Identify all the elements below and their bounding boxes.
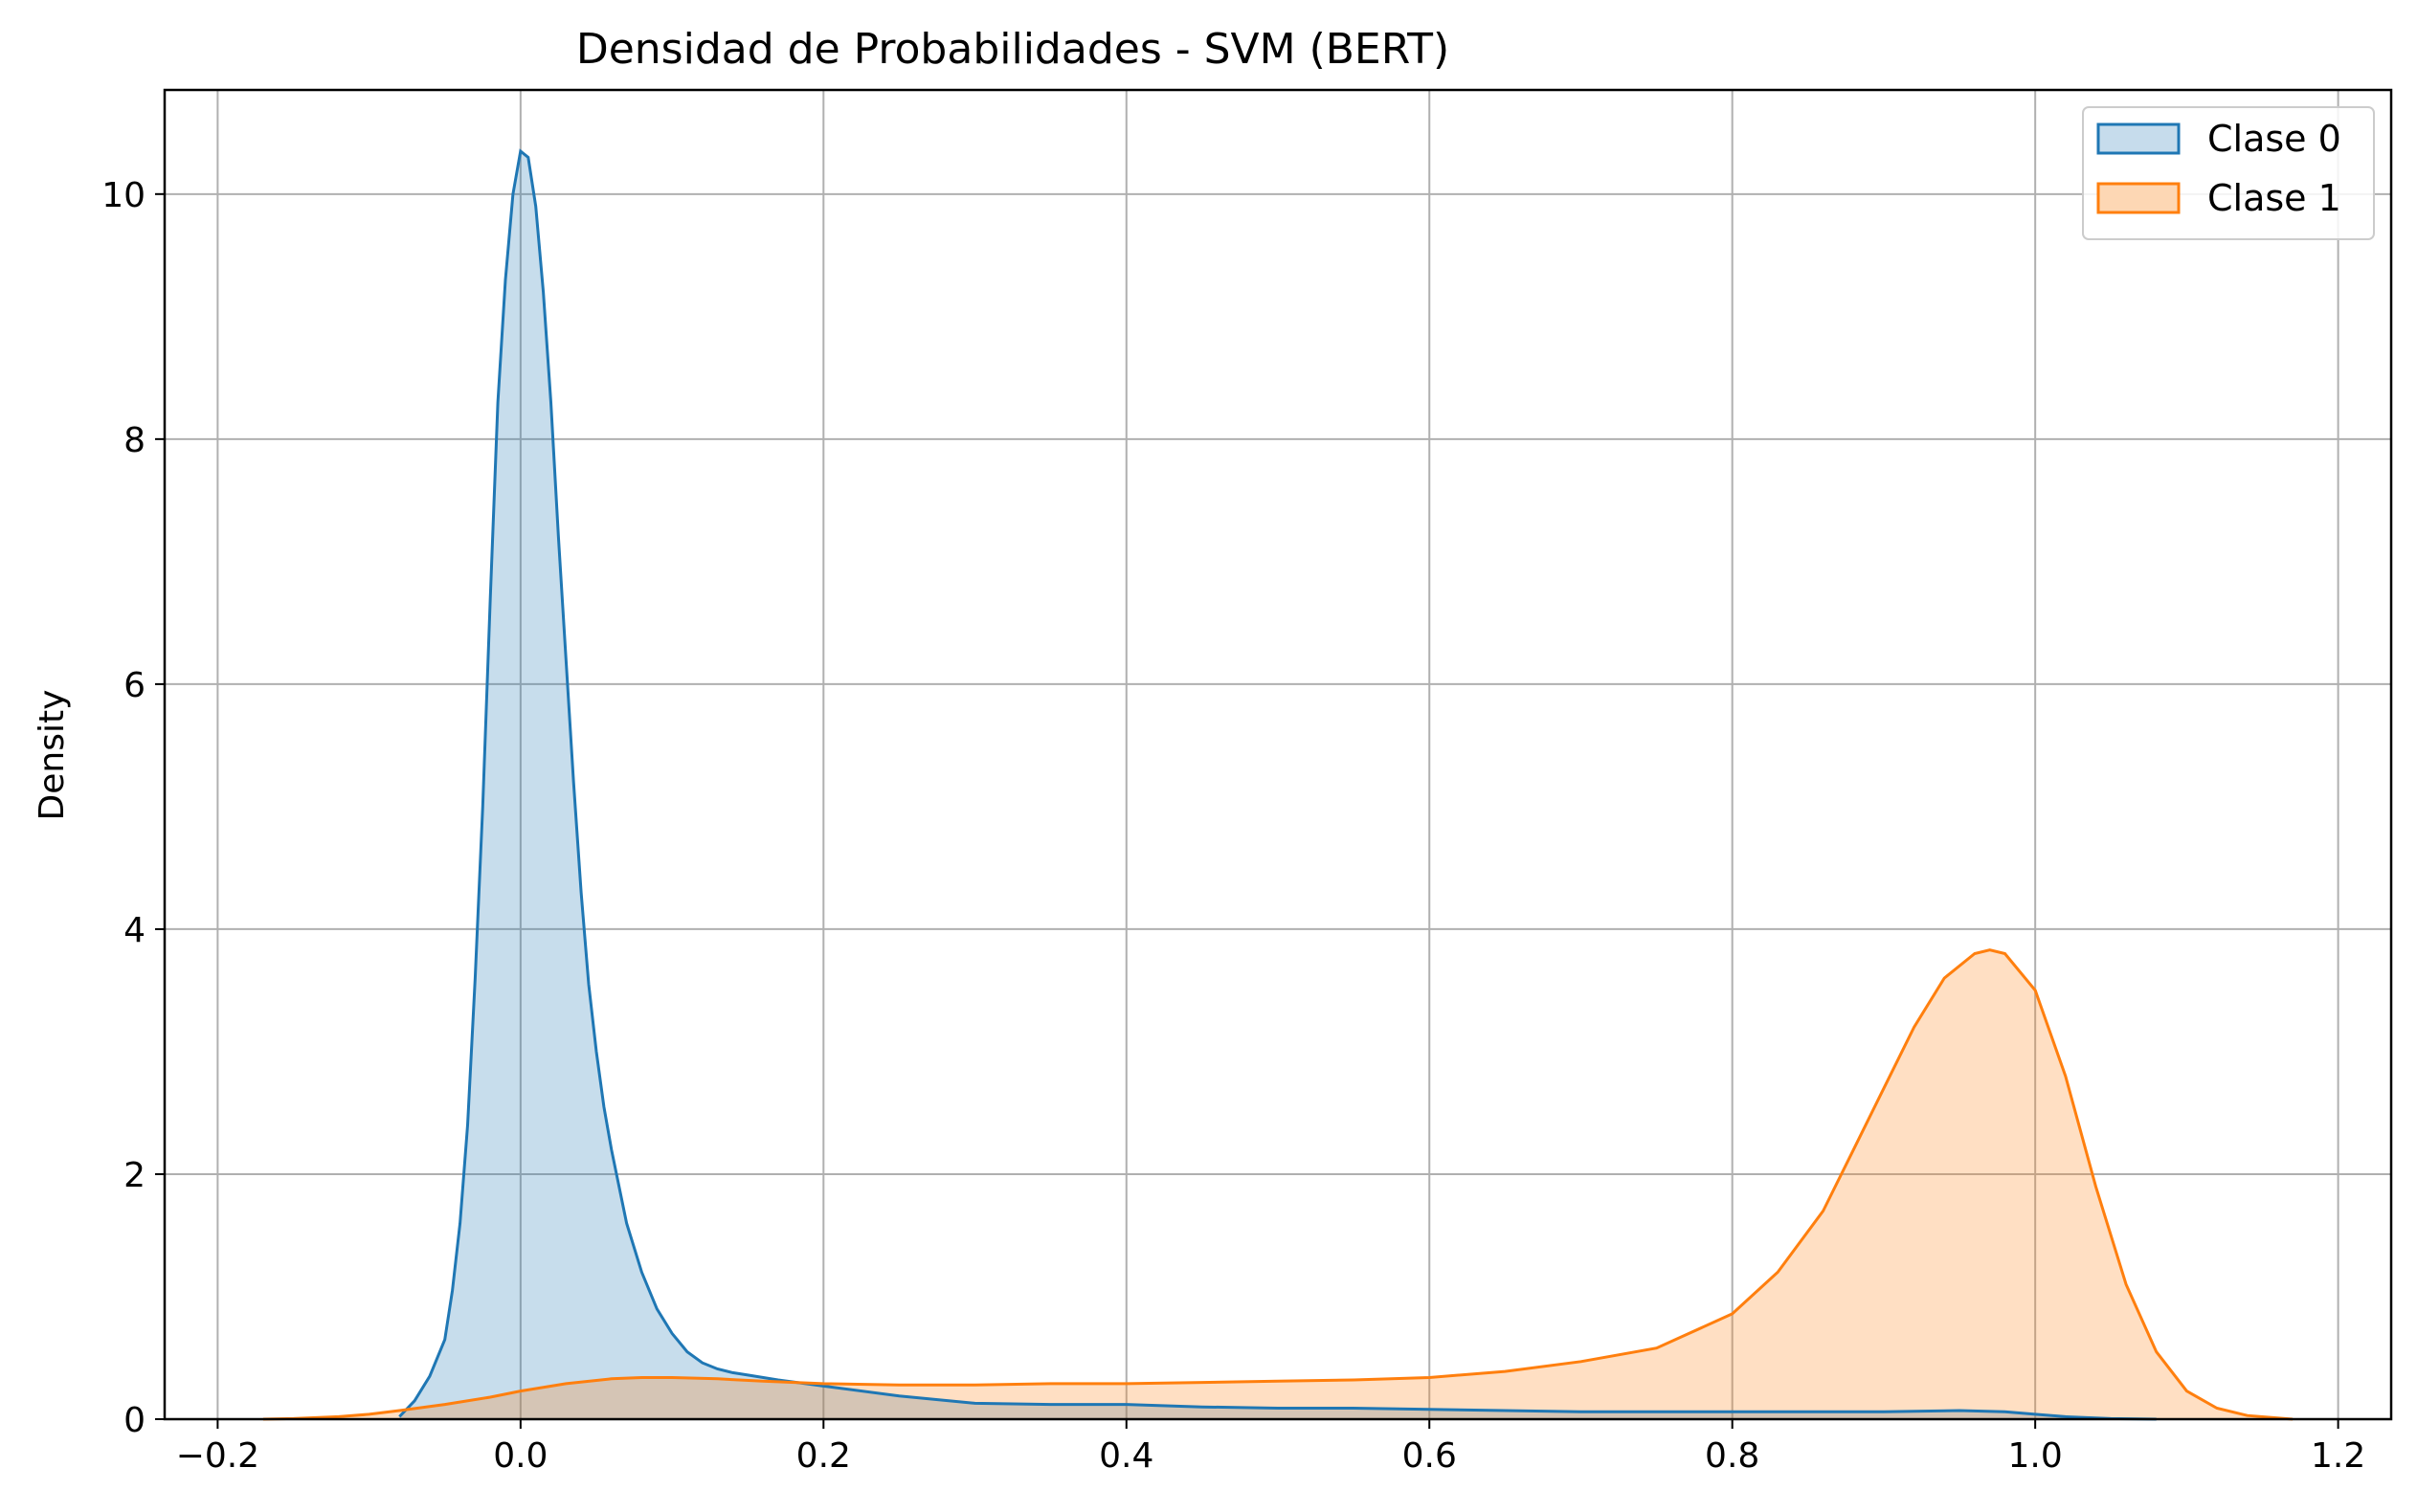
density-line-0 <box>398 148 2157 1421</box>
legend-label-1: Clase 1 <box>2207 177 2341 219</box>
y-tick-label: 10 <box>101 176 145 215</box>
plot-frame <box>163 88 2393 1421</box>
x-tick-label: 1.2 <box>2311 1436 2365 1476</box>
y-tick-label: 8 <box>123 421 145 460</box>
legend-swatch-0 <box>2096 122 2181 155</box>
density-line-1 <box>262 948 2294 1421</box>
y-axis-label: Density <box>33 690 72 821</box>
density-area-0 <box>399 151 2157 1419</box>
legend: Clase 0 Clase 1 <box>2082 106 2375 240</box>
y-tick-label: 2 <box>123 1156 145 1195</box>
x-tick-label: 0.2 <box>796 1436 851 1476</box>
x-tick-label: 0.8 <box>1705 1436 1759 1476</box>
x-tick-label: 0.4 <box>1099 1436 1153 1476</box>
x-tick-label: 0.6 <box>1402 1436 1457 1476</box>
x-tick-label: 0.0 <box>493 1436 548 1476</box>
axis-ticks: −0.2 0.0 0.2 0.4 0.6 0.8 1.0 1.2 0 2 4 6 8 10 <box>101 176 2365 1476</box>
y-tick-label: 4 <box>123 911 145 950</box>
y-tick-label: 0 <box>123 1401 145 1440</box>
density-areas <box>262 151 2294 1419</box>
x-tick-label: −0.2 <box>176 1436 259 1476</box>
legend-swatch-1 <box>2096 182 2181 214</box>
grid <box>165 90 2391 1420</box>
legend-label-0: Clase 0 <box>2207 118 2341 160</box>
y-tick-label: 6 <box>123 666 145 705</box>
x-tick-label: 1.0 <box>2008 1436 2063 1476</box>
chart-title: Densidad de Probabilidades - SVM (BERT) <box>576 25 1449 74</box>
density-lines <box>262 148 2294 1421</box>
density-area-1 <box>262 949 2294 1419</box>
